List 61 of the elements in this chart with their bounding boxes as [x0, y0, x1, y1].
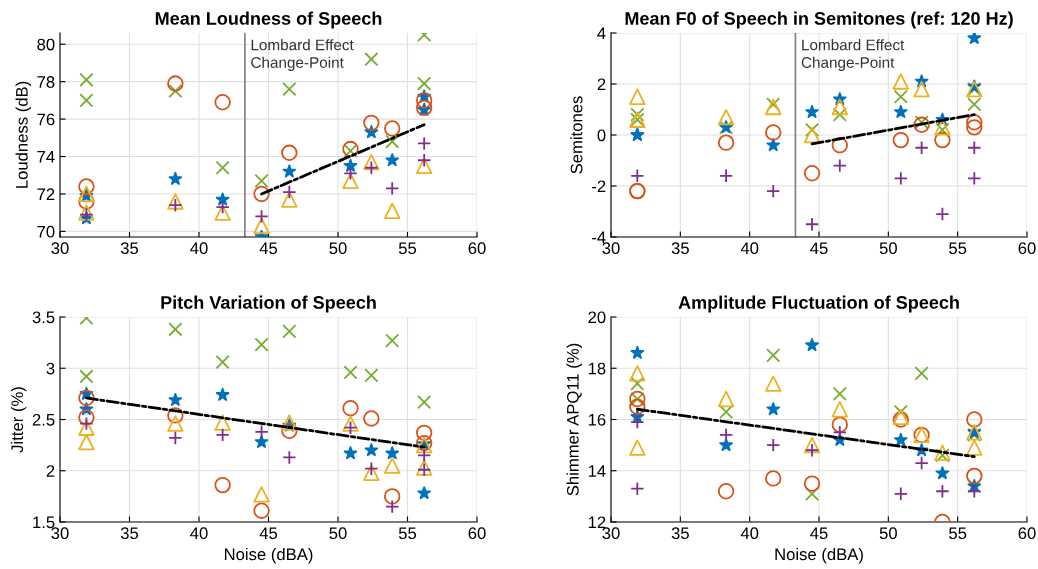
x-tick-label: 50	[329, 527, 347, 540]
x-tick-label: 40	[740, 527, 759, 540]
x-tick-label: 30	[51, 527, 69, 540]
x-tick-label: 35	[671, 242, 689, 255]
y-axis-title: Shimmer APQ11 (%)	[566, 343, 583, 496]
y-tick-label: 80	[37, 38, 55, 51]
x-tick-label: 30	[602, 242, 620, 255]
x-tick-label: 40	[190, 527, 208, 540]
y-tick-label: 76	[37, 113, 55, 126]
ref-line-label: Lombard Effect Change-Point	[251, 39, 354, 71]
y-tick-label: 1.5	[33, 516, 55, 529]
y-tick-label: 0	[597, 129, 606, 142]
y-tick-label: 16	[588, 413, 606, 426]
y-tick-label: -2	[592, 180, 606, 193]
chart-title: Mean Loudness of Speech	[155, 11, 382, 29]
y-tick-label: 20	[588, 311, 606, 324]
y-tick-label: 74	[37, 151, 55, 163]
x-tick-label: 55	[949, 527, 967, 540]
x-tick-label: 35	[120, 242, 139, 255]
y-axis-title: Loudness (dB)	[15, 81, 32, 188]
y-tick-label: 72	[37, 188, 55, 200]
x-tick-label: 50	[329, 242, 347, 255]
x-axis-title: Noise (dBA)	[224, 547, 313, 564]
y-axis-title: Semitones	[570, 96, 583, 174]
x-tick-label: 50	[879, 242, 897, 255]
x-tick-label: 50	[879, 527, 897, 540]
x-tick-label: 55	[949, 242, 967, 255]
x-tick-label: 35	[120, 527, 139, 540]
y-tick-label: 2	[597, 78, 606, 91]
x-tick-label: 45	[259, 527, 278, 540]
y-tick-label: 70	[37, 225, 55, 238]
x-tick-label: 30	[602, 527, 620, 540]
chart-title: Pitch Variation of Speech	[161, 295, 376, 313]
y-tick-label: 4	[597, 27, 606, 40]
chart-title: Amplitude Fluctuation of Speech	[678, 295, 959, 313]
x-axis-title: Noise (dBA)	[775, 547, 863, 564]
x-tick-label: 60	[468, 242, 486, 255]
y-tick-label: 2.5	[32, 413, 55, 426]
y-tick-label: 12	[588, 516, 606, 529]
ref-line-label: Lombard Effect Change-Point	[801, 39, 905, 71]
x-tick-label: 60	[1018, 527, 1036, 540]
x-tick-label: 45	[810, 527, 828, 540]
x-tick-label: 30	[51, 242, 69, 255]
y-tick-label: -4	[592, 231, 606, 244]
x-tick-label: 40	[190, 242, 208, 255]
x-tick-label: 35	[671, 527, 689, 540]
x-tick-label: 55	[398, 242, 417, 255]
y-tick-label: 14	[588, 465, 606, 477]
x-tick-label: 60	[1018, 242, 1036, 255]
x-tick-label: 60	[468, 527, 486, 540]
x-tick-label: 40	[740, 242, 759, 255]
x-tick-label: 45	[259, 242, 278, 255]
x-tick-label: 55	[398, 527, 417, 540]
chart-title: Mean F0 of Speech in Semitones (ref: 120 Hz)	[625, 11, 1013, 29]
y-axis-title: Jitter (%)	[10, 387, 27, 453]
y-tick-label: 18	[588, 362, 606, 375]
y-tick-label: 78	[37, 76, 55, 88]
y-tick-label: 3.5	[32, 311, 55, 324]
y-tick-label: 2	[46, 465, 55, 477]
y-tick-label: 3	[46, 362, 55, 375]
x-tick-label: 45	[810, 242, 828, 255]
